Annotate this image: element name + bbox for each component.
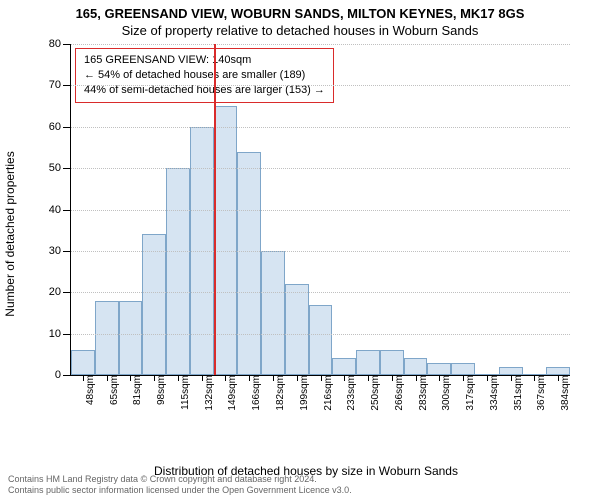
x-tick-label: 48sqm [79,375,96,405]
histogram-bar [380,350,404,375]
histogram-bar [285,284,309,375]
y-tick-label: 60 [49,121,71,133]
grid-line [71,127,570,128]
y-axis-label: Number of detached properties [3,151,17,316]
footer-line-1: Contains HM Land Registry data © Crown c… [8,474,352,485]
histogram-bar [237,152,261,375]
histogram-bar [142,234,166,375]
histogram-bar [332,358,356,375]
histogram-bar [427,363,451,375]
x-tick-label: 166sqm [245,375,262,411]
y-tick-label: 10 [49,328,71,340]
histogram-bar [261,251,285,375]
x-tick-label: 149sqm [221,375,238,411]
x-tick-label: 300sqm [435,375,452,411]
chart-container: Number of detached properties 48sqm65sqm… [36,44,576,424]
grid-line [71,85,570,86]
x-tick-label: 233sqm [340,375,357,411]
x-tick-label: 351sqm [507,375,524,411]
x-tick-label: 65sqm [103,375,120,405]
plot-area: 48sqm65sqm81sqm98sqm115sqm132sqm149sqm16… [70,44,570,376]
histogram-bar [214,106,238,375]
x-tick-label: 81sqm [126,375,143,405]
x-tick-label: 182sqm [269,375,286,411]
annotation-line: ← 54% of detached houses are smaller (18… [84,68,325,83]
x-tick-label: 334sqm [483,375,500,411]
y-tick-label: 70 [49,79,71,91]
x-tick-label: 317sqm [459,375,476,411]
grid-line [71,251,570,252]
footer-line-2: Contains public sector information licen… [8,485,352,496]
x-tick-label: 266sqm [388,375,405,411]
histogram-bar [356,350,380,375]
x-tick-label: 367sqm [530,375,547,411]
x-tick-label: 98sqm [150,375,167,405]
marker-line [214,44,216,375]
x-tick-label: 216sqm [317,375,334,411]
x-tick-label: 132sqm [198,375,215,411]
x-tick-label: 384sqm [554,375,571,411]
histogram-bar [499,367,523,375]
x-tick-label: 250sqm [364,375,381,411]
y-tick-label: 40 [49,204,71,216]
y-tick-label: 30 [49,245,71,257]
histogram-bar [119,301,143,375]
histogram-bar [166,168,190,375]
x-tick-label: 199sqm [293,375,310,411]
histogram-bar [404,358,428,375]
histogram-bar [95,301,119,375]
page-title: 165, GREENSAND VIEW, WOBURN SANDS, MILTO… [0,0,600,21]
x-tick-label: 115sqm [174,375,191,410]
page-subtitle: Size of property relative to detached ho… [0,21,600,38]
grid-line [71,210,570,211]
footer-text: Contains HM Land Registry data © Crown c… [8,474,352,496]
grid-line [71,168,570,169]
histogram-bar [71,350,95,375]
histogram-bar [309,305,333,375]
y-tick-label: 0 [55,369,71,381]
histogram-bar [546,367,570,375]
y-tick-label: 20 [49,286,71,298]
histogram-bar [451,363,475,375]
y-tick-label: 50 [49,162,71,174]
annotation-box: 165 GREENSAND VIEW: 140sqm← 54% of detac… [75,48,334,103]
grid-line [71,292,570,293]
x-tick-label: 283sqm [412,375,429,411]
grid-line [71,334,570,335]
annotation-line: 165 GREENSAND VIEW: 140sqm [84,53,325,68]
grid-line [71,44,570,45]
y-tick-label: 80 [49,38,71,50]
